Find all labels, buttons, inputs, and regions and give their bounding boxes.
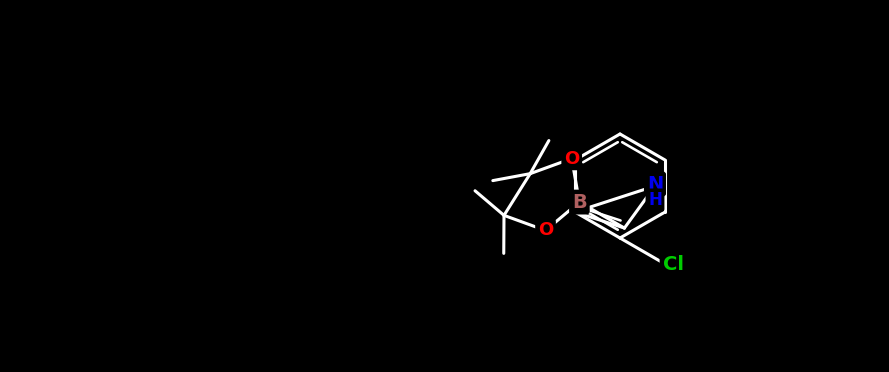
- Text: H: H: [648, 191, 662, 209]
- Text: Cl: Cl: [662, 254, 684, 273]
- Text: O: O: [565, 150, 580, 167]
- Text: O: O: [538, 221, 553, 240]
- Text: B: B: [572, 193, 587, 212]
- Text: N: N: [647, 174, 663, 193]
